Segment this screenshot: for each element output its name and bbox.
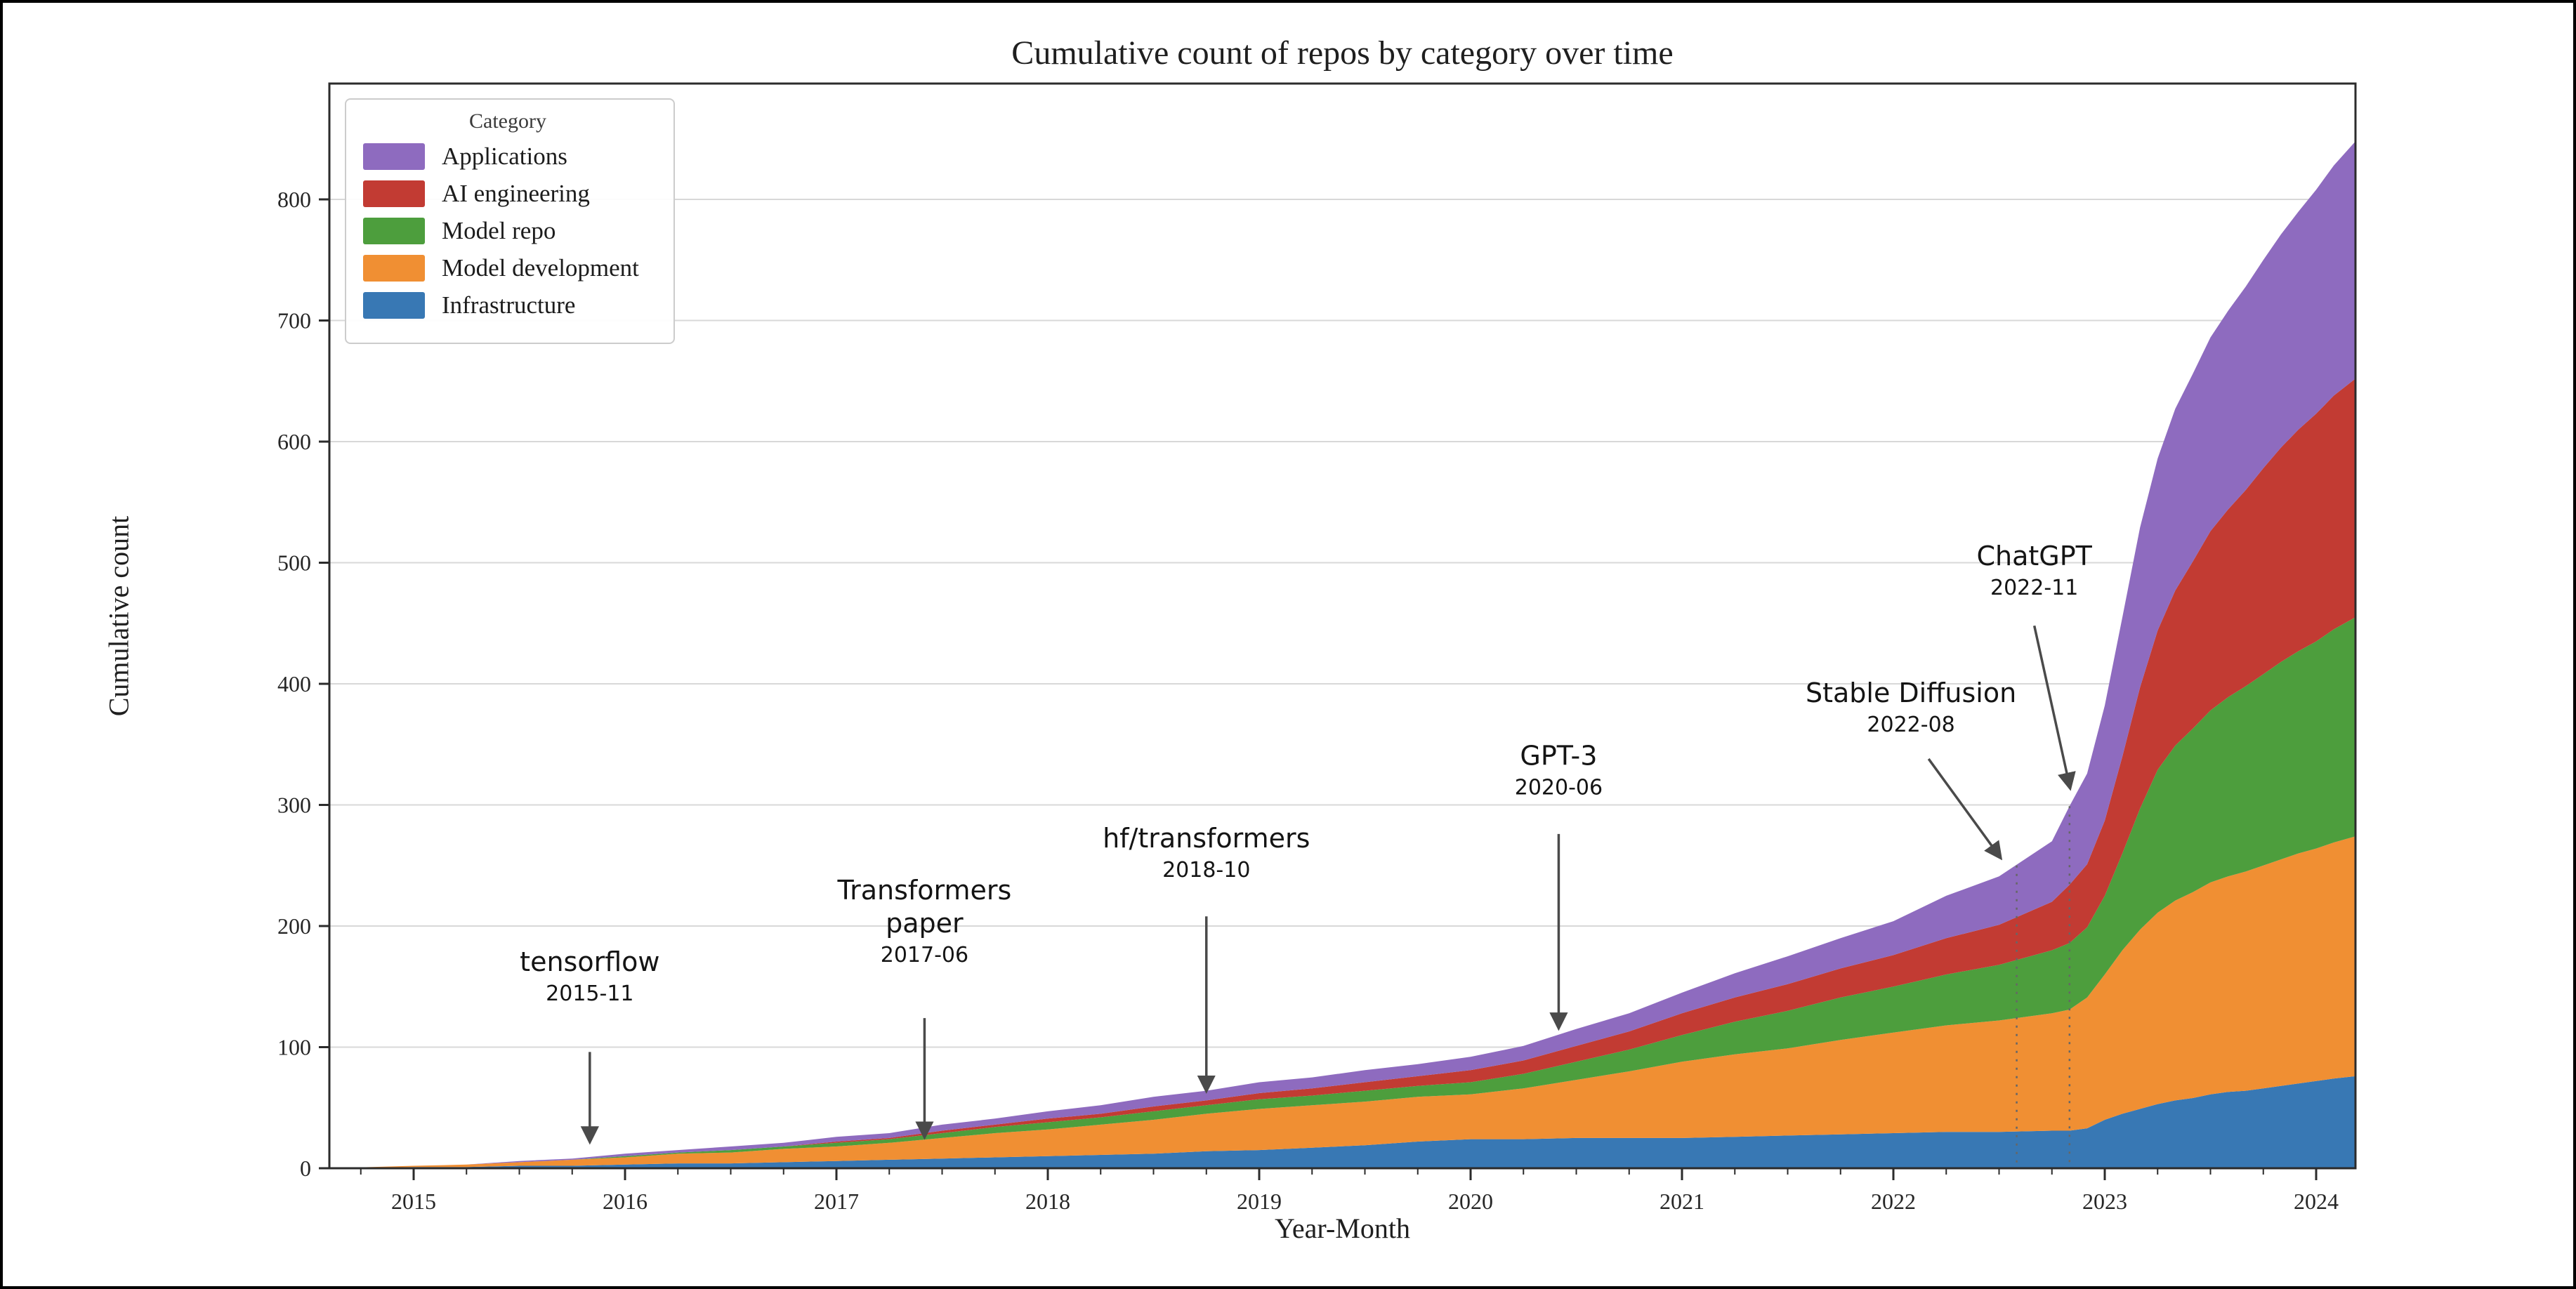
legend-label: AI engineering [442, 180, 590, 207]
legend-label: Applications [442, 143, 567, 170]
annotation-date: 2022-11 [1990, 576, 2078, 600]
annotation-label: GPT-3 [1520, 741, 1597, 772]
legend-swatch-model-repo [363, 218, 425, 244]
annotation-label: hf/transformers [1103, 823, 1310, 854]
svg-text:100: 100 [277, 1035, 311, 1060]
svg-text:2015: 2015 [391, 1189, 436, 1214]
annotation-stable-diffusion: Stable Diffusion 2022-08 [1806, 677, 2016, 861]
annotation-label: tensorflow [520, 946, 659, 977]
svg-text:300: 300 [277, 793, 311, 818]
annotation-label: paper [886, 908, 964, 939]
area-ai-engineering [329, 378, 2355, 1168]
annotation-label: Transformers [837, 875, 1012, 906]
legend-label: Model development [442, 254, 639, 282]
annotation-date: 2017-06 [881, 943, 968, 967]
annotation-chatgpt: ChatGPT 2022-11 [1976, 541, 2093, 791]
legend-item-infrastructure: Infrastructure [363, 291, 652, 319]
annotation-label: ChatGPT [1976, 541, 2092, 571]
legend-label: Model repo [442, 217, 556, 244]
legend-item-ai-engineering: AI engineering [363, 180, 652, 208]
event-lines [2016, 806, 2071, 1168]
annotation-label: Stable Diffusion [1806, 677, 2016, 708]
svg-text:2017: 2017 [814, 1189, 859, 1214]
annotation-date: 2022-08 [1867, 713, 1954, 737]
svg-text:200: 200 [277, 913, 311, 939]
chart-canvas: 2015 2016 2017 2018 2019 2020 2021 2022 2023 2024… [277, 82, 2357, 1214]
legend-item-applications: Applications [363, 143, 652, 171]
svg-text:2019: 2019 [1237, 1189, 1282, 1214]
svg-text:0: 0 [300, 1156, 311, 1181]
chart-title: Cumulative count of repos by category ov… [1011, 34, 1674, 72]
legend-label: Infrastructure [442, 291, 576, 319]
area-model-repo [329, 617, 2355, 1168]
legend-item-model-repo: Model repo [363, 217, 652, 245]
annotation-hf-transformers: hf/transformers 2018-10 [1103, 823, 1310, 1095]
svg-text:2020: 2020 [1448, 1189, 1493, 1214]
plot-frame [328, 82, 2357, 1170]
annotation-date: 2015-11 [546, 981, 633, 1006]
svg-text:2018: 2018 [1025, 1189, 1070, 1214]
legend-item-model-development: Model development [363, 254, 652, 282]
legend-swatch-ai-engineering [363, 180, 425, 207]
annotation-gpt-3: GPT-3 2020-06 [1515, 741, 1603, 1031]
svg-text:2016: 2016 [603, 1189, 648, 1214]
y-axis-ticks: 0 100 200 300 400 500 600 700 800 [277, 187, 329, 1181]
x-axis-title: Year-Month [1275, 1212, 1410, 1244]
x-axis-ticks: 2015 2016 2017 2018 2019 2020 2021 2022 2023 2024 [360, 1168, 2339, 1214]
svg-text:600: 600 [277, 429, 311, 454]
stacked-areas [329, 141, 2355, 1168]
area-model-development [329, 836, 2355, 1168]
svg-text:700: 700 [277, 308, 311, 333]
svg-text:2022: 2022 [1871, 1189, 1916, 1214]
legend-swatch-model-development [363, 255, 425, 282]
legend-swatch-applications [363, 143, 425, 170]
annotation-date: 2018-10 [1162, 858, 1250, 883]
legend-items: Applications AI engineering Model repo Mode… [363, 143, 652, 319]
svg-text:500: 500 [277, 550, 311, 576]
svg-text:800: 800 [277, 187, 311, 212]
svg-text:2021: 2021 [1660, 1189, 1704, 1214]
legend: Category Applications AI engineering Model… [345, 98, 675, 344]
legend-swatch-infrastructure [363, 292, 425, 319]
svg-text:2023: 2023 [2082, 1189, 2127, 1214]
svg-text:2024: 2024 [2294, 1189, 2339, 1214]
annotation-arrow [2032, 625, 2076, 791]
svg-text:400: 400 [277, 671, 311, 696]
annotation-arrow [1927, 758, 2003, 861]
area-infrastructure [329, 1076, 2355, 1168]
annotation-tensorflow: tensorflow 2015-11 [520, 946, 659, 1145]
legend-title: Category [469, 110, 546, 133]
annotation-date: 2020-06 [1515, 776, 1603, 800]
